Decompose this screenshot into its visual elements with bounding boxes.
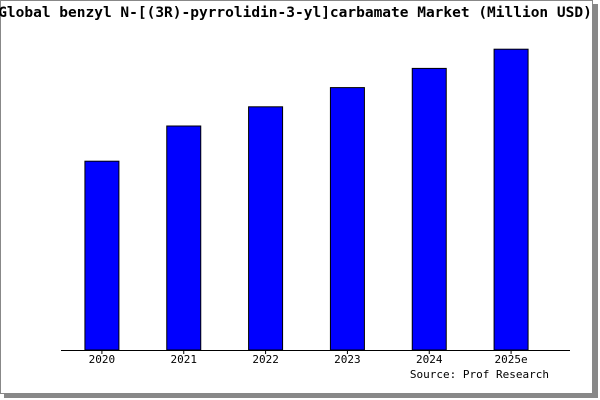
bar <box>411 67 447 351</box>
x-tick-label: 2021 <box>171 353 198 366</box>
bar <box>84 160 120 351</box>
x-tick-label: 2023 <box>334 353 361 366</box>
bar <box>248 106 284 351</box>
bar <box>166 125 202 351</box>
x-tick-label: 2024 <box>416 353 443 366</box>
source-note: Source: Prof Research <box>410 368 549 381</box>
x-tick-label: 2025e <box>495 353 528 366</box>
bar <box>329 87 365 351</box>
x-tick-label: 2020 <box>89 353 116 366</box>
x-tick-label: 2022 <box>252 353 279 366</box>
bar <box>493 48 529 351</box>
chart-title: Global benzyl N-[(3R)-pyrrolidin-3-yl]ca… <box>0 5 592 21</box>
